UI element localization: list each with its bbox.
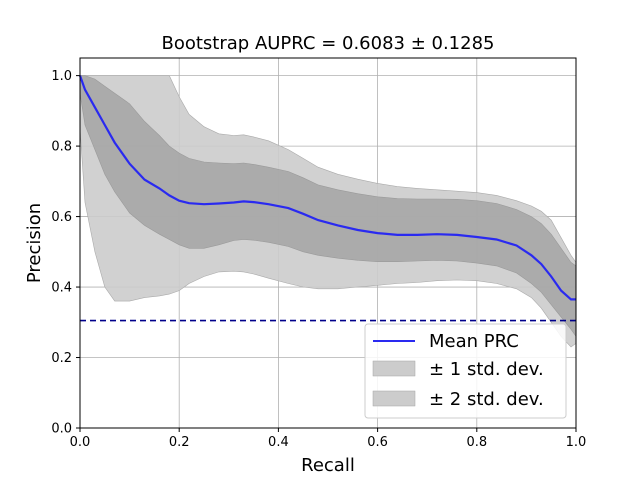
plot-frame [79,57,577,429]
x-tick-label: 0.4 [268,435,289,450]
y-tick-label: 1.0 [51,69,72,84]
y-tick-label: 0.6 [51,210,72,225]
legend-band2-label: ± 2 std. dev. [429,389,544,410]
x-tick-label: 0.0 [70,435,91,450]
mean-line [78,75,576,301]
x-tick-label: 0.6 [367,435,388,450]
legend-band1-label: ± 1 std. dev. [429,359,544,380]
y-tick-label: 0.2 [51,351,72,366]
y-tick-label: 0.4 [51,281,72,296]
legend: Mean PRC ± 1 std. dev. ± 2 std. dev. [364,323,567,419]
legend-band1-swatch [372,360,416,377]
x-axis: 0.0 0.2 0.4 0.6 0.8 1.0 [70,428,587,450]
x-axis-label: Recall [301,455,355,476]
y-tick-label: 0.8 [51,140,72,155]
x-tick-label: 1.0 [566,435,587,450]
y-tick-label: 0.0 [51,422,72,437]
chart-title: Bootstrap AUPRC = 0.6083 ± 0.1285 [162,33,495,54]
y-axis: 0.0 0.2 0.4 0.6 0.8 1.0 [51,69,80,437]
y-axis-label: Precision [24,203,45,283]
legend-mean-label: Mean PRC [429,331,519,352]
x-tick-label: 0.8 [466,435,487,450]
x-tick-label: 0.2 [169,435,190,450]
mean-prc-line [78,75,576,301]
legend-band2-swatch [372,390,416,407]
